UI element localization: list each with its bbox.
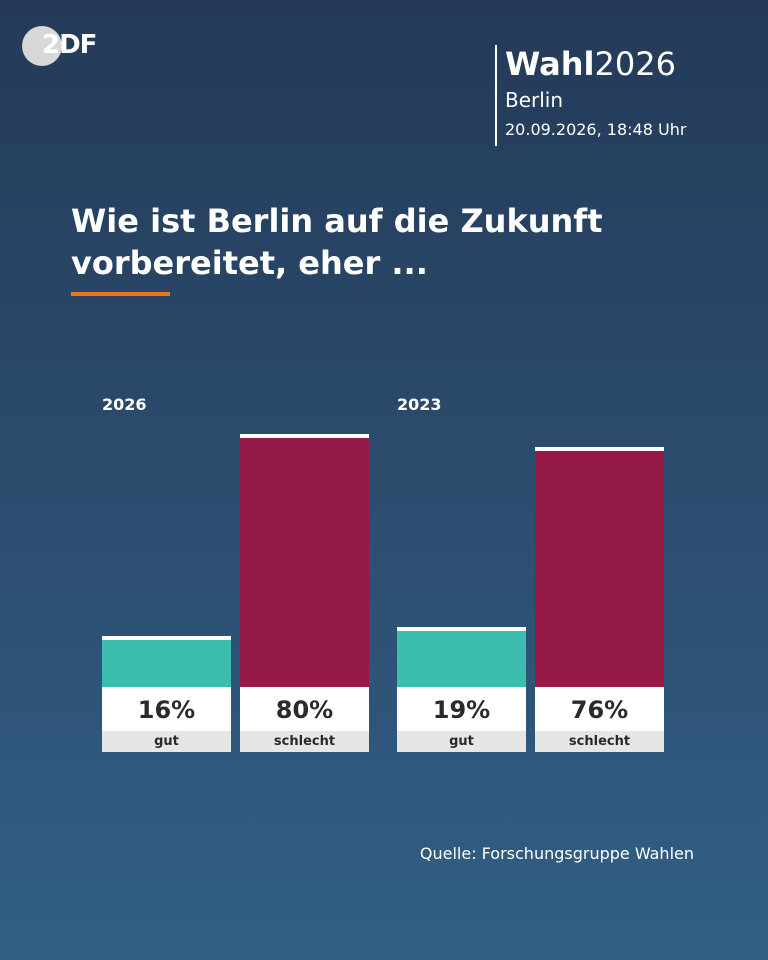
brand-title: Wahl2026 <box>505 45 686 83</box>
group-label-2023: 2023 <box>397 395 442 414</box>
timestamp: 20.09.2026, 18:48 Uhr <box>505 120 687 139</box>
bar-2026-schlecht <box>240 434 369 687</box>
chart-title-line2: vorbereitet, eher ... <box>71 244 428 282</box>
election-header: Wahl2026 Berlin 20.09.2026, 18:48 Uhr <box>495 45 686 146</box>
value-label-2023-schlecht: 76% <box>535 687 664 731</box>
category-label-2023-gut: gut <box>397 731 526 752</box>
chart-title: Wie ist Berlin auf die Zukunft vorbereit… <box>71 200 631 284</box>
brand-bold: Wahl <box>505 45 595 83</box>
value-label-2026-gut: 16% <box>102 687 231 731</box>
bar-2023-gut <box>397 627 526 687</box>
category-label-2023-schlecht: schlecht <box>535 731 664 752</box>
bar-top-line <box>102 636 231 640</box>
value-label-2026-schlecht: 80% <box>240 687 369 731</box>
logo-text: 2DF <box>42 30 97 60</box>
logo-circle-icon <box>22 26 62 66</box>
category-label-2026-schlecht: schlecht <box>240 731 369 752</box>
category-label-2026-gut: gut <box>102 731 231 752</box>
group-label-2026: 2026 <box>102 395 147 414</box>
brand-year: 2026 <box>594 45 676 83</box>
value-label-2023-gut: 19% <box>397 687 526 731</box>
title-accent-line <box>71 292 170 296</box>
bar-top-line <box>240 434 369 438</box>
bar-top-line <box>535 447 664 451</box>
region-label: Berlin <box>505 88 564 112</box>
bar-2023-schlecht <box>535 447 664 687</box>
chart-title-line1: Wie ist Berlin auf die Zukunft <box>71 202 603 240</box>
zdf-logo: 2DF <box>22 26 106 66</box>
bar-top-line <box>397 627 526 631</box>
bar-2026-gut <box>102 636 231 687</box>
source-note: Quelle: Forschungsgruppe Wahlen <box>419 844 694 863</box>
